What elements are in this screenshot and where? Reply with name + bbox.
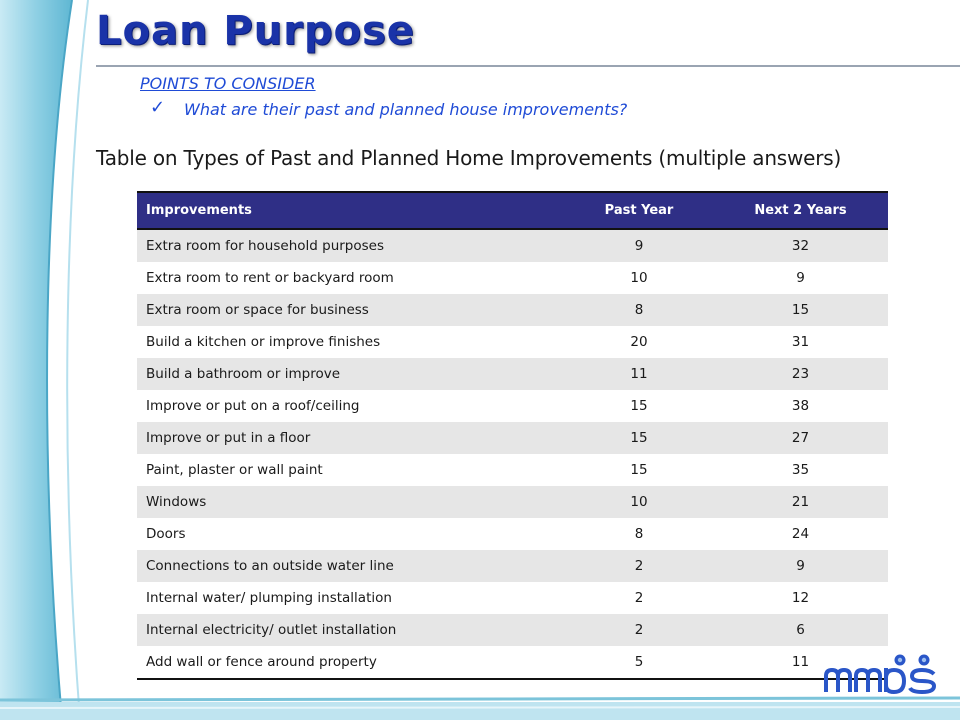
table-row: Improve or put on a roof/ceiling 15 38 bbox=[137, 390, 888, 422]
column-header: Next 2 Years bbox=[713, 191, 888, 230]
improvement-cell: Connections to an outside water line bbox=[137, 550, 565, 582]
next-2-years-cell: 9 bbox=[713, 550, 888, 582]
past-year-cell: 2 bbox=[565, 614, 713, 646]
table-row: Extra room for household purposes 9 32 bbox=[137, 229, 888, 262]
improvement-cell: Extra room to rent or backyard room bbox=[137, 262, 565, 294]
bottom-decor-band bbox=[0, 696, 960, 720]
next-2-years-cell: 15 bbox=[713, 294, 888, 326]
table-row: Add wall or fence around property 5 11 bbox=[137, 646, 888, 680]
past-year-cell: 2 bbox=[565, 550, 713, 582]
table-row: Connections to an outside water line 2 9 bbox=[137, 550, 888, 582]
improvement-cell: Build a bathroom or improve bbox=[137, 358, 565, 390]
improvement-cell: Improve or put in a floor bbox=[137, 422, 565, 454]
table-row: Extra room or space for business 8 15 bbox=[137, 294, 888, 326]
left-decor-band bbox=[0, 0, 89, 720]
past-year-cell: 10 bbox=[565, 262, 713, 294]
past-year-cell: 10 bbox=[565, 486, 713, 518]
table-row: Doors 8 24 bbox=[137, 518, 888, 550]
past-year-cell: 8 bbox=[565, 518, 713, 550]
next-2-years-cell: 6 bbox=[713, 614, 888, 646]
table-body: Extra room for household purposes 9 32 Extr… bbox=[137, 229, 888, 680]
next-2-years-cell: 23 bbox=[713, 358, 888, 390]
next-2-years-cell: 21 bbox=[713, 486, 888, 518]
table-header-row: Improvements Past Year Next 2 Years bbox=[137, 191, 888, 230]
next-2-years-cell: 38 bbox=[713, 390, 888, 422]
points-heading: POINTS TO CONSIDER bbox=[140, 74, 316, 93]
past-year-cell: 20 bbox=[565, 326, 713, 358]
improvement-cell: Internal water/ plumping installation bbox=[137, 582, 565, 614]
improvement-cell: Windows bbox=[137, 486, 565, 518]
improvement-cell: Internal electricity/ outlet installatio… bbox=[137, 614, 565, 646]
past-year-cell: 2 bbox=[565, 582, 713, 614]
past-year-cell: 15 bbox=[565, 390, 713, 422]
table-row: Improve or put in a floor 15 27 bbox=[137, 422, 888, 454]
column-header: Past Year bbox=[565, 191, 713, 230]
next-2-years-cell: 35 bbox=[713, 454, 888, 486]
past-year-cell: 8 bbox=[565, 294, 713, 326]
check-icon: ✓ bbox=[150, 97, 166, 118]
table-row: Build a kitchen or improve finishes 20 31 bbox=[137, 326, 888, 358]
improvement-cell: Build a kitchen or improve finishes bbox=[137, 326, 565, 358]
improvements-table: Improvements Past Year Next 2 Years Extr… bbox=[137, 191, 888, 680]
improvement-cell: Doors bbox=[137, 518, 565, 550]
past-year-cell: 15 bbox=[565, 454, 713, 486]
next-2-years-cell: 12 bbox=[713, 582, 888, 614]
table-row: Internal electricity/ outlet installatio… bbox=[137, 614, 888, 646]
mmbs-logo bbox=[824, 654, 937, 695]
next-2-years-cell: 31 bbox=[713, 326, 888, 358]
improvement-cell: Paint, plaster or wall paint bbox=[137, 454, 565, 486]
improvement-cell: Extra room for household purposes bbox=[137, 229, 565, 262]
next-2-years-cell: 32 bbox=[713, 229, 888, 262]
next-2-years-cell: 9 bbox=[713, 262, 888, 294]
table-row: Build a bathroom or improve 11 23 bbox=[137, 358, 888, 390]
past-year-cell: 5 bbox=[565, 646, 713, 680]
past-year-cell: 11 bbox=[565, 358, 713, 390]
improvement-cell: Add wall or fence around property bbox=[137, 646, 565, 680]
column-header: Improvements bbox=[137, 191, 565, 230]
improvement-cell: Improve or put on a roof/ceiling bbox=[137, 390, 565, 422]
table-row: Extra room to rent or backyard room 10 9 bbox=[137, 262, 888, 294]
title-divider bbox=[96, 65, 960, 67]
table-row: Paint, plaster or wall paint 15 35 bbox=[137, 454, 888, 486]
past-year-cell: 15 bbox=[565, 422, 713, 454]
improvement-cell: Extra room or space for business bbox=[137, 294, 565, 326]
past-year-cell: 9 bbox=[565, 229, 713, 262]
next-2-years-cell: 27 bbox=[713, 422, 888, 454]
table-caption: Table on Types of Past and Planned Home … bbox=[96, 146, 842, 170]
next-2-years-cell: 11 bbox=[713, 646, 888, 680]
point-item: What are their past and planned house im… bbox=[184, 100, 628, 119]
table-row: Internal water/ plumping installation 2 12 bbox=[137, 582, 888, 614]
next-2-years-cell: 24 bbox=[713, 518, 888, 550]
slide-title: Loan Purpose bbox=[96, 8, 415, 54]
table-row: Windows 10 21 bbox=[137, 486, 888, 518]
